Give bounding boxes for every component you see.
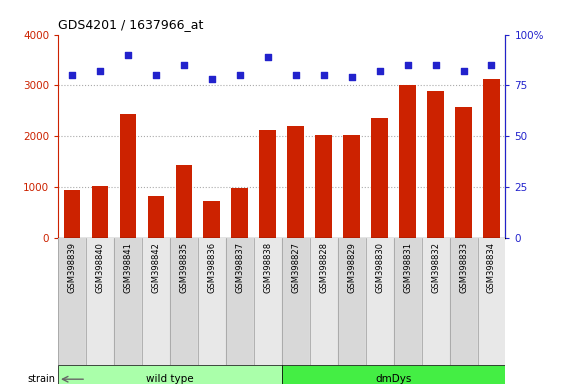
- Point: [123, 52, 132, 58]
- Text: GSM398836: GSM398836: [207, 242, 216, 293]
- Bar: [455, 107, 472, 238]
- Point: [347, 74, 356, 80]
- Text: GSM398827: GSM398827: [291, 242, 300, 293]
- Text: GSM398832: GSM398832: [431, 242, 440, 293]
- Text: GSM398841: GSM398841: [124, 242, 132, 293]
- Bar: [282, 238, 310, 365]
- Point: [235, 72, 245, 78]
- Text: GSM398840: GSM398840: [95, 242, 105, 293]
- Bar: [371, 118, 388, 238]
- Bar: [92, 186, 109, 238]
- Bar: [450, 238, 478, 365]
- Bar: [142, 238, 170, 365]
- Text: strain: strain: [27, 374, 55, 384]
- Text: wild type: wild type: [146, 374, 193, 384]
- Text: dmDys: dmDys: [375, 374, 412, 384]
- Text: GSM398833: GSM398833: [459, 242, 468, 293]
- Point: [431, 62, 440, 68]
- Bar: [259, 130, 276, 238]
- Text: GSM398842: GSM398842: [152, 242, 160, 293]
- Text: GSM398828: GSM398828: [319, 242, 328, 293]
- Point: [375, 68, 384, 74]
- Bar: [338, 238, 365, 365]
- Point: [263, 54, 272, 60]
- Bar: [399, 86, 416, 238]
- Bar: [365, 238, 393, 365]
- Bar: [203, 201, 220, 238]
- Point: [95, 68, 105, 74]
- Bar: [478, 238, 505, 365]
- Point: [319, 72, 328, 78]
- Bar: [422, 238, 450, 365]
- Bar: [64, 190, 80, 238]
- Text: GSM398834: GSM398834: [487, 242, 496, 293]
- Bar: [120, 114, 137, 238]
- Bar: [58, 238, 86, 365]
- Point: [459, 68, 468, 74]
- Bar: [148, 196, 164, 238]
- Text: GSM398829: GSM398829: [347, 242, 356, 293]
- Point: [180, 62, 189, 68]
- Bar: [288, 126, 304, 238]
- Bar: [427, 91, 444, 238]
- Text: GSM398838: GSM398838: [263, 242, 272, 293]
- Bar: [393, 238, 422, 365]
- Point: [291, 72, 300, 78]
- Bar: [282, 366, 505, 384]
- Text: GSM398839: GSM398839: [67, 242, 77, 293]
- Point: [67, 72, 77, 78]
- Bar: [86, 238, 114, 365]
- Point: [487, 62, 496, 68]
- Text: GSM398830: GSM398830: [375, 242, 384, 293]
- Text: GSM398831: GSM398831: [403, 242, 412, 293]
- Bar: [198, 238, 226, 365]
- Text: GSM398835: GSM398835: [180, 242, 188, 293]
- Bar: [170, 238, 198, 365]
- Bar: [226, 238, 254, 365]
- Point: [207, 76, 217, 83]
- Bar: [114, 238, 142, 365]
- Point: [151, 72, 160, 78]
- Text: GSM398837: GSM398837: [235, 242, 245, 293]
- Bar: [231, 188, 248, 238]
- Bar: [483, 79, 500, 238]
- Bar: [343, 135, 360, 238]
- Point: [403, 62, 413, 68]
- Bar: [58, 366, 282, 384]
- Text: GDS4201 / 1637966_at: GDS4201 / 1637966_at: [58, 18, 203, 31]
- Bar: [310, 238, 338, 365]
- Bar: [315, 135, 332, 238]
- Bar: [254, 238, 282, 365]
- Bar: [175, 166, 192, 238]
